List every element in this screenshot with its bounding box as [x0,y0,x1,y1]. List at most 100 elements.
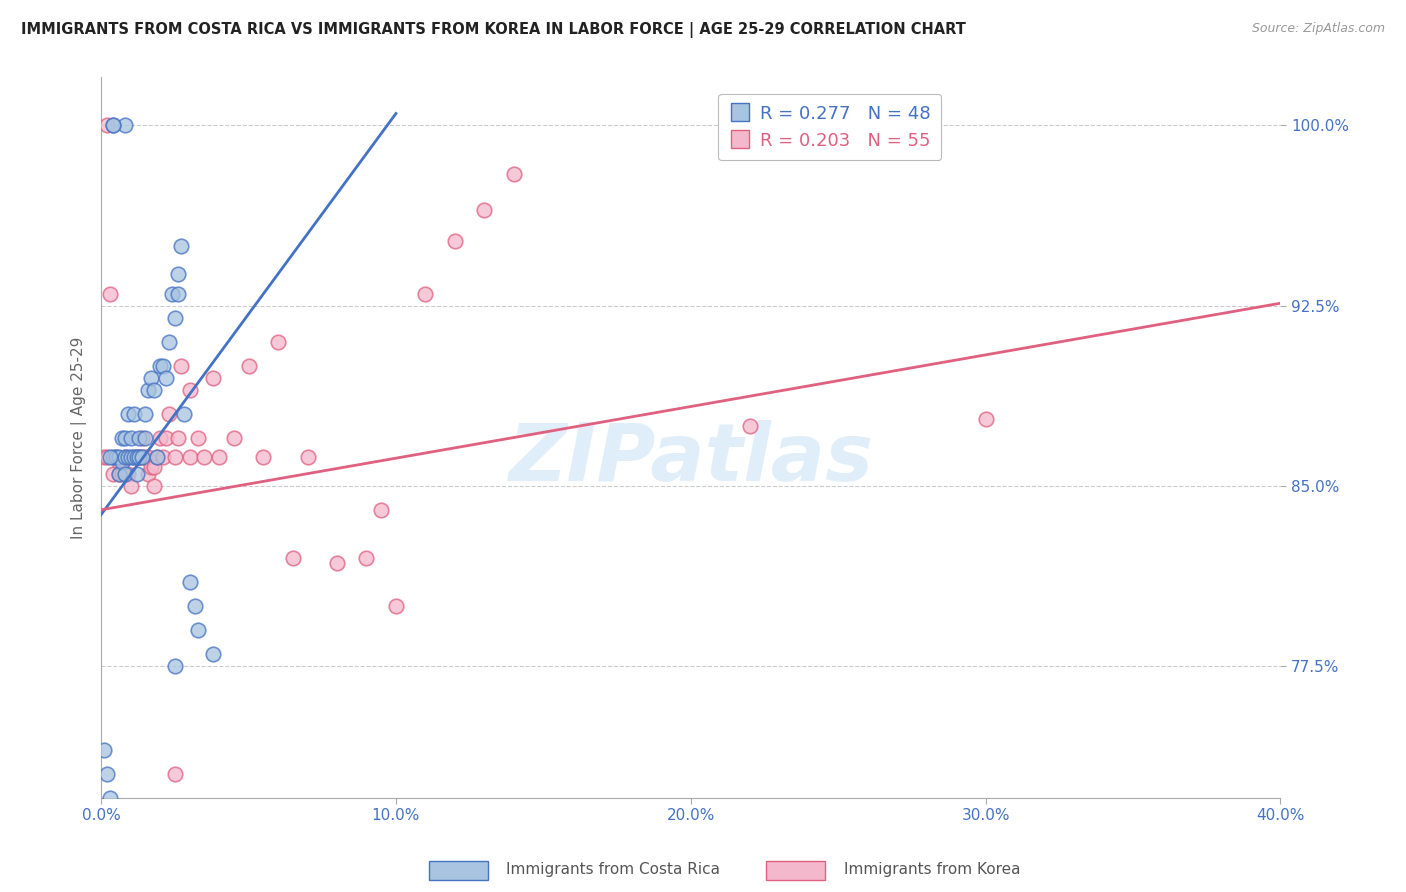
Text: Source: ZipAtlas.com: Source: ZipAtlas.com [1251,22,1385,36]
Point [444,234,467,248]
Point [120,479,142,493]
Point [122,450,145,464]
Point [202,370,225,384]
Point [370,503,392,517]
Point [96,450,118,464]
Y-axis label: In Labor Force | Age 25-29: In Labor Force | Age 25-29 [72,336,87,539]
Point [170,359,193,373]
Point [738,418,761,433]
Point [179,574,201,589]
Point [356,550,378,565]
Point [166,431,188,445]
Point [502,167,524,181]
Point [152,359,174,373]
Point [252,450,274,464]
Point [108,467,131,481]
Point [157,407,180,421]
Point [131,431,153,445]
Point [111,467,134,481]
Point [184,599,207,613]
Point [143,459,166,474]
Point [114,119,136,133]
Point [101,119,124,133]
Legend: R = 0.277   N = 48, R = 0.203   N = 55: R = 0.277 N = 48, R = 0.203 N = 55 [718,94,941,161]
Text: ZIPatlas: ZIPatlas [508,420,873,499]
Point [114,431,136,445]
Point [415,286,437,301]
Point [136,450,159,464]
Point [134,431,156,445]
Point [149,431,172,445]
Point [163,310,186,325]
Point [101,119,124,133]
Point [131,450,153,464]
Point [93,743,115,757]
Point [146,450,169,464]
Point [267,334,290,349]
Point [120,431,142,445]
Point [117,467,139,481]
Point [114,467,136,481]
Point [117,450,139,464]
Point [111,455,134,469]
Point [208,450,231,464]
Point [136,467,159,481]
Point [128,431,150,445]
Point [149,359,172,373]
Point [281,550,304,565]
Point [173,407,195,421]
Text: Immigrants from Korea: Immigrants from Korea [844,863,1021,877]
Point [98,450,121,464]
Point [128,450,150,464]
Point [152,450,174,464]
Point [125,450,148,464]
Point [179,383,201,397]
Point [101,467,124,481]
Point [114,450,136,464]
Point [160,286,183,301]
Point [193,450,215,464]
Point [114,467,136,481]
Point [141,459,163,474]
Point [155,431,177,445]
Point [238,359,260,373]
Point [128,450,150,464]
Point [163,450,186,464]
Point [974,411,997,425]
Point [98,286,121,301]
Point [141,370,163,384]
Point [117,407,139,421]
Point [108,467,131,481]
Point [474,202,496,217]
Point [111,431,134,445]
Point [93,450,115,464]
Point [146,450,169,464]
Point [98,791,121,805]
Point [163,767,186,781]
Point [326,556,349,570]
Point [104,450,127,464]
Point [179,450,201,464]
Point [166,286,188,301]
Point [96,767,118,781]
Point [143,383,166,397]
Point [108,455,131,469]
Point [108,450,131,464]
Point [134,450,156,464]
Point [125,467,148,481]
Point [222,431,245,445]
Point [120,450,142,464]
Point [297,450,319,464]
Point [104,450,127,464]
Point [122,407,145,421]
Point [187,623,209,637]
Point [143,479,166,493]
Point [155,370,177,384]
Point [170,238,193,252]
Point [136,383,159,397]
Point [101,450,124,464]
Point [163,659,186,673]
Point [157,334,180,349]
Point [385,599,408,613]
Point [122,450,145,464]
